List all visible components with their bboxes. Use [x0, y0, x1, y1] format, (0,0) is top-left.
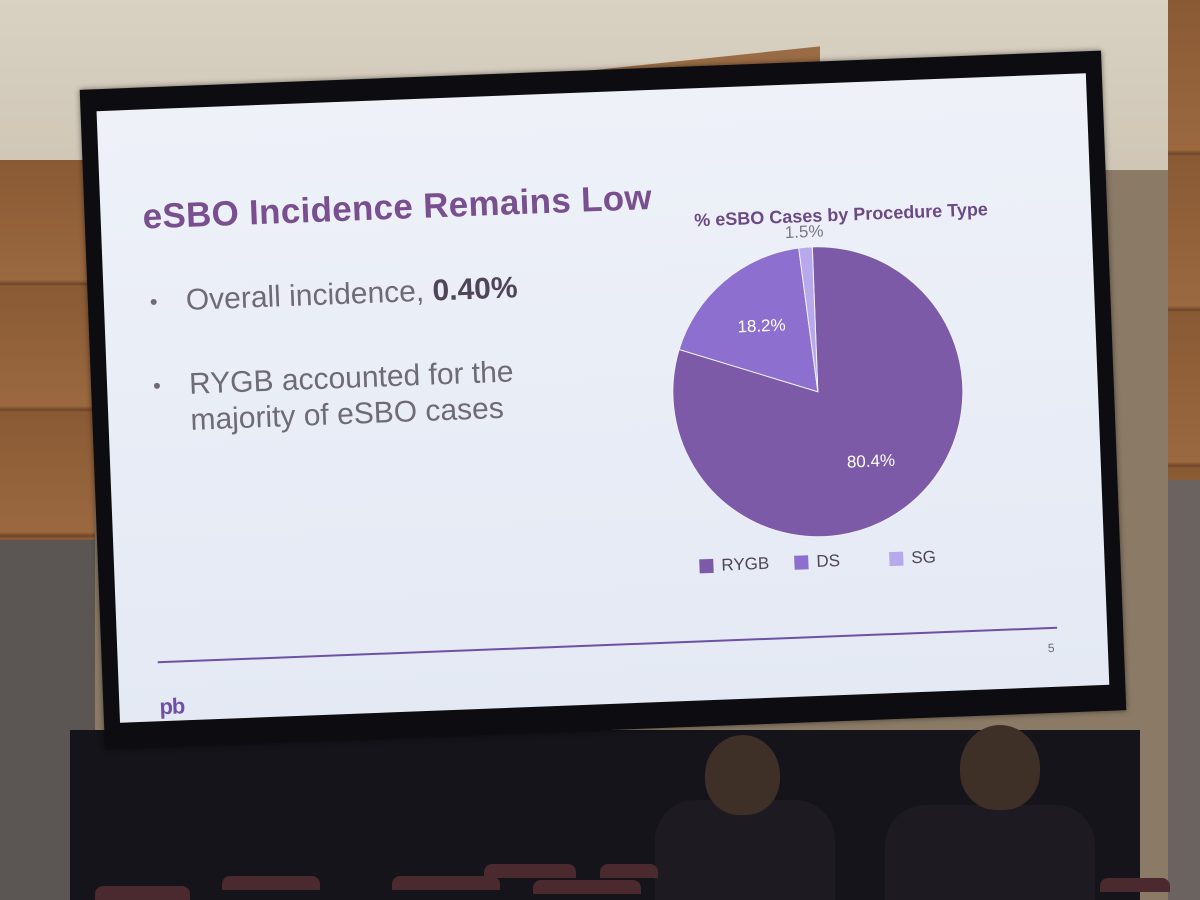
pie-slice-ds — [678, 247, 819, 393]
legend-swatch-ds — [794, 555, 809, 570]
pie-chart: 80.4% 18.2% 1.5% RYGB DS SG — [672, 222, 964, 575]
wall-lower-right — [1168, 480, 1200, 900]
legend-label-ds: DS — [816, 551, 840, 571]
chair — [1100, 878, 1170, 892]
slide-title: eSBO Incidence Remains Low — [141, 177, 653, 237]
legend-item-sg: SG — [889, 547, 936, 567]
audience-member-right-body — [885, 805, 1095, 900]
legend-swatch-sg — [889, 551, 904, 567]
bullet-list: • Overall incidence, 0.40% • RYGB accoun… — [143, 267, 610, 489]
pie-slice-sg — [798, 246, 819, 392]
data-label-rygb: 80.4% — [847, 451, 896, 472]
bullet-icon: • — [149, 289, 159, 315]
audience-member-left-head — [705, 735, 780, 815]
slide: eSBO Incidence Remains Low • Overall inc… — [96, 73, 1110, 723]
legend-swatch-rygb — [699, 558, 714, 574]
wood-panel-right — [1168, 0, 1200, 480]
bullet-item-overall-incidence: • Overall incidence, 0.40% — [143, 267, 604, 321]
legend-item-rygb: RYGB — [699, 554, 770, 575]
audience-member-left-body — [655, 800, 835, 900]
legend-label-sg: SG — [911, 547, 936, 567]
bullet-text: Overall incidence, — [185, 274, 434, 317]
footer-rule — [157, 626, 1058, 664]
bullet-icon: • — [152, 372, 162, 399]
legend-item-ds: DS — [794, 551, 840, 571]
bullet-text: RYGB accounted for the majority of eSBO … — [188, 355, 515, 437]
legend-label-rygb: RYGB — [721, 554, 770, 575]
page-number: 5 — [1047, 640, 1055, 656]
data-label-ds: 18.2% — [737, 315, 786, 336]
chair — [484, 864, 576, 878]
pb-logo: pb — [158, 693, 185, 720]
chair — [600, 864, 658, 878]
chair — [533, 880, 641, 894]
chair — [222, 876, 320, 890]
bullet-item-rygb-majority: • RYGB accounted for the majority of eSB… — [146, 351, 608, 441]
projection-screen: eSBO Incidence Remains Low • Overall inc… — [79, 50, 1127, 750]
wood-panel-left — [0, 160, 95, 540]
chair — [392, 876, 500, 890]
bullet-emphasis: 0.40% — [431, 271, 519, 308]
chair — [95, 886, 190, 900]
audience-member-right-head — [960, 725, 1040, 810]
data-label-sg: 1.5% — [784, 222, 823, 242]
